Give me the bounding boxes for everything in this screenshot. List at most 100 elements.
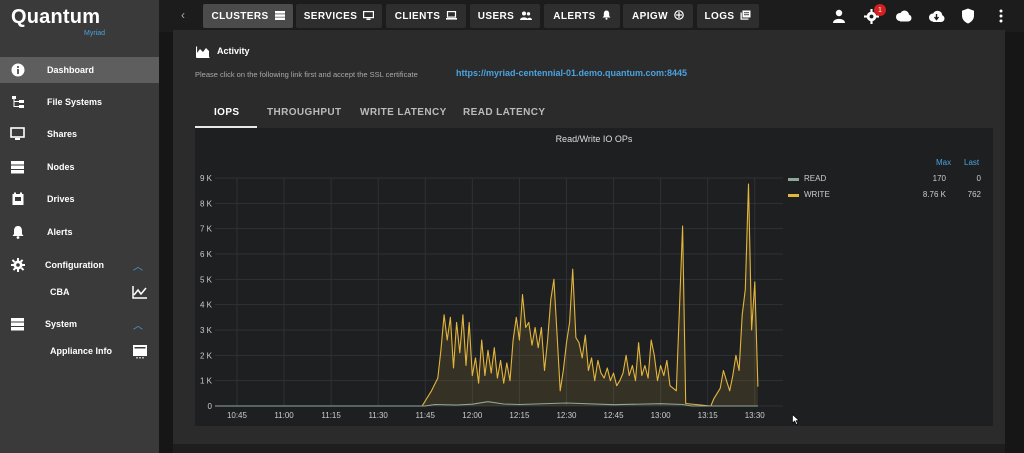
cloud-icon[interactable] [894,7,912,25]
bell-icon [602,10,611,22]
sidebar-item-system[interactable]: System ︿ [0,311,159,337]
panel-footer [173,444,1005,453]
server-icon [10,160,25,175]
services-label: SERVICES [303,10,358,22]
tab-read-latency[interactable]: READ LATENCY [463,107,546,118]
y-tick-label: 5 K [200,275,213,284]
sidebar-item-label: CBA [50,287,70,297]
sidebar-item-drives[interactable]: Drives [0,186,159,212]
apigw-button[interactable]: APIGW [623,4,693,28]
sidebar-item-configuration[interactable]: Configuration ︿ [0,252,159,278]
sidebar-item-label: Appliance Info [50,346,113,356]
gear-icon [10,258,25,273]
y-tick-label: 0 [208,402,213,411]
monitor-icon [363,10,375,22]
logs-button[interactable]: LOGS [697,4,759,28]
x-tick-label: 11:30 [368,411,388,420]
tab-iops[interactable]: IOPS [214,107,240,118]
y-tick-label: 8 K [200,199,213,208]
y-tick-label: 9 K [200,174,213,183]
sidebar-item-label: Drives [47,194,75,204]
legend-max-header: Max [936,158,952,167]
legend-swatch-read [788,178,799,181]
activity-title: Activity [217,46,250,56]
read-series-line [215,401,758,407]
clients-label: CLIENTS [394,10,441,22]
alerts-button[interactable]: ALERTS [544,4,620,28]
y-tick-label: 2 K [200,351,213,360]
users-label: USERS [477,10,515,22]
clusters-button[interactable]: CLUSTERS [203,4,293,28]
sidebar-item-label: Shares [47,129,78,139]
shield-icon[interactable] [959,7,977,25]
cloud-download-icon[interactable] [927,7,945,25]
sidebar-item-file-systems[interactable]: File Systems [0,89,159,115]
clusters-label: CLUSTERS [211,10,269,22]
users-button[interactable]: USERS [470,4,540,28]
logs-label: LOGS [704,10,735,22]
appliance-icon [131,344,148,359]
x-tick-label: 10:45 [227,411,248,420]
sidebar-item-label: Alerts [47,227,73,237]
settings-gear-icon[interactable] [862,7,880,25]
user-icon[interactable] [830,7,848,25]
sidebar-item-dashboard[interactable]: Dashboard [0,57,159,83]
x-tick-label: 12:15 [509,411,530,420]
sidebar-item-label: Nodes [47,162,75,172]
sidebar-item-appliance-info[interactable]: Appliance Info [0,338,159,364]
chevron-up-icon[interactable]: ︿ [133,261,143,273]
x-tick-label: 12:45 [604,411,625,420]
x-tick-label: 11:15 [321,411,341,420]
mouse-cursor-icon [792,414,800,425]
x-tick-label: 11:45 [416,411,436,420]
sidebar-item-label: Dashboard [47,65,95,75]
legend-last-value: 762 [967,190,981,199]
y-tick-label: 7 K [200,225,213,234]
legend-row-read[interactable]: READ 170 0 [788,174,988,186]
ssl-certificate-link[interactable]: https://myriad-centennial-01.demo.quantu… [456,68,688,78]
sidebar-item-label: Configuration [45,260,104,270]
y-tick-label: 6 K [200,250,213,259]
x-tick-label: 13:30 [745,411,766,420]
notification-badge: 1 [874,4,886,16]
alerts-label: ALERTS [553,10,596,22]
legend-swatch-write [788,194,799,197]
x-tick-label: 11:00 [274,411,294,420]
sidebar-item-nodes[interactable]: Nodes [0,154,159,180]
legend-max-value: 170 [932,174,946,183]
ssl-note: Please click on the following link first… [195,70,418,79]
active-tab-indicator [195,126,257,128]
apigw-label: APIGW [632,10,668,22]
legend-row-write[interactable]: WRITE 8.76 K 762 [788,190,988,202]
services-button[interactable]: SERVICES [296,4,382,28]
iops-chart: 0 1 K 2 K 3 K 4 K 5 K 6 K 7 K 8 K 9 K 10:45 11:00 11… [200,174,783,420]
more-vert-icon[interactable] [992,7,1010,25]
sidebar-item-label: File Systems [47,97,103,107]
tab-throughput[interactable]: THROUGHPUT [267,107,342,118]
sidebar-item-label: System [45,319,78,329]
sidebar-item-shares[interactable]: Shares [0,121,159,147]
bell-icon [10,225,25,240]
y-tick-label: 3 K [200,326,213,335]
library-icon [740,10,751,22]
sidebar-item-cba[interactable]: CBA [0,279,159,305]
monitor-icon [10,127,25,142]
y-tick-label: 1 K [200,377,213,386]
chart-icon [131,285,148,300]
y-tick-label: 4 K [200,301,213,310]
clients-button[interactable]: CLIENTS [386,4,466,28]
tree-icon [10,95,25,110]
users-icon [520,11,533,22]
x-tick-label: 13:15 [698,411,719,420]
info-icon [10,63,25,78]
sidebar-item-alerts[interactable]: Alerts [0,219,159,245]
legend-last-value: 0 [976,174,981,183]
chevron-up-icon[interactable]: ︿ [133,320,143,332]
brand-subtitle: Myriad [84,30,106,37]
server-icon [274,10,285,22]
server-icon [10,317,25,332]
x-tick-label: 12:00 [462,411,483,420]
legend-series-name: READ [804,174,827,183]
chevron-left-icon[interactable]: ‹ [181,8,185,22]
tab-write-latency[interactable]: WRITE LATENCY [360,107,447,118]
